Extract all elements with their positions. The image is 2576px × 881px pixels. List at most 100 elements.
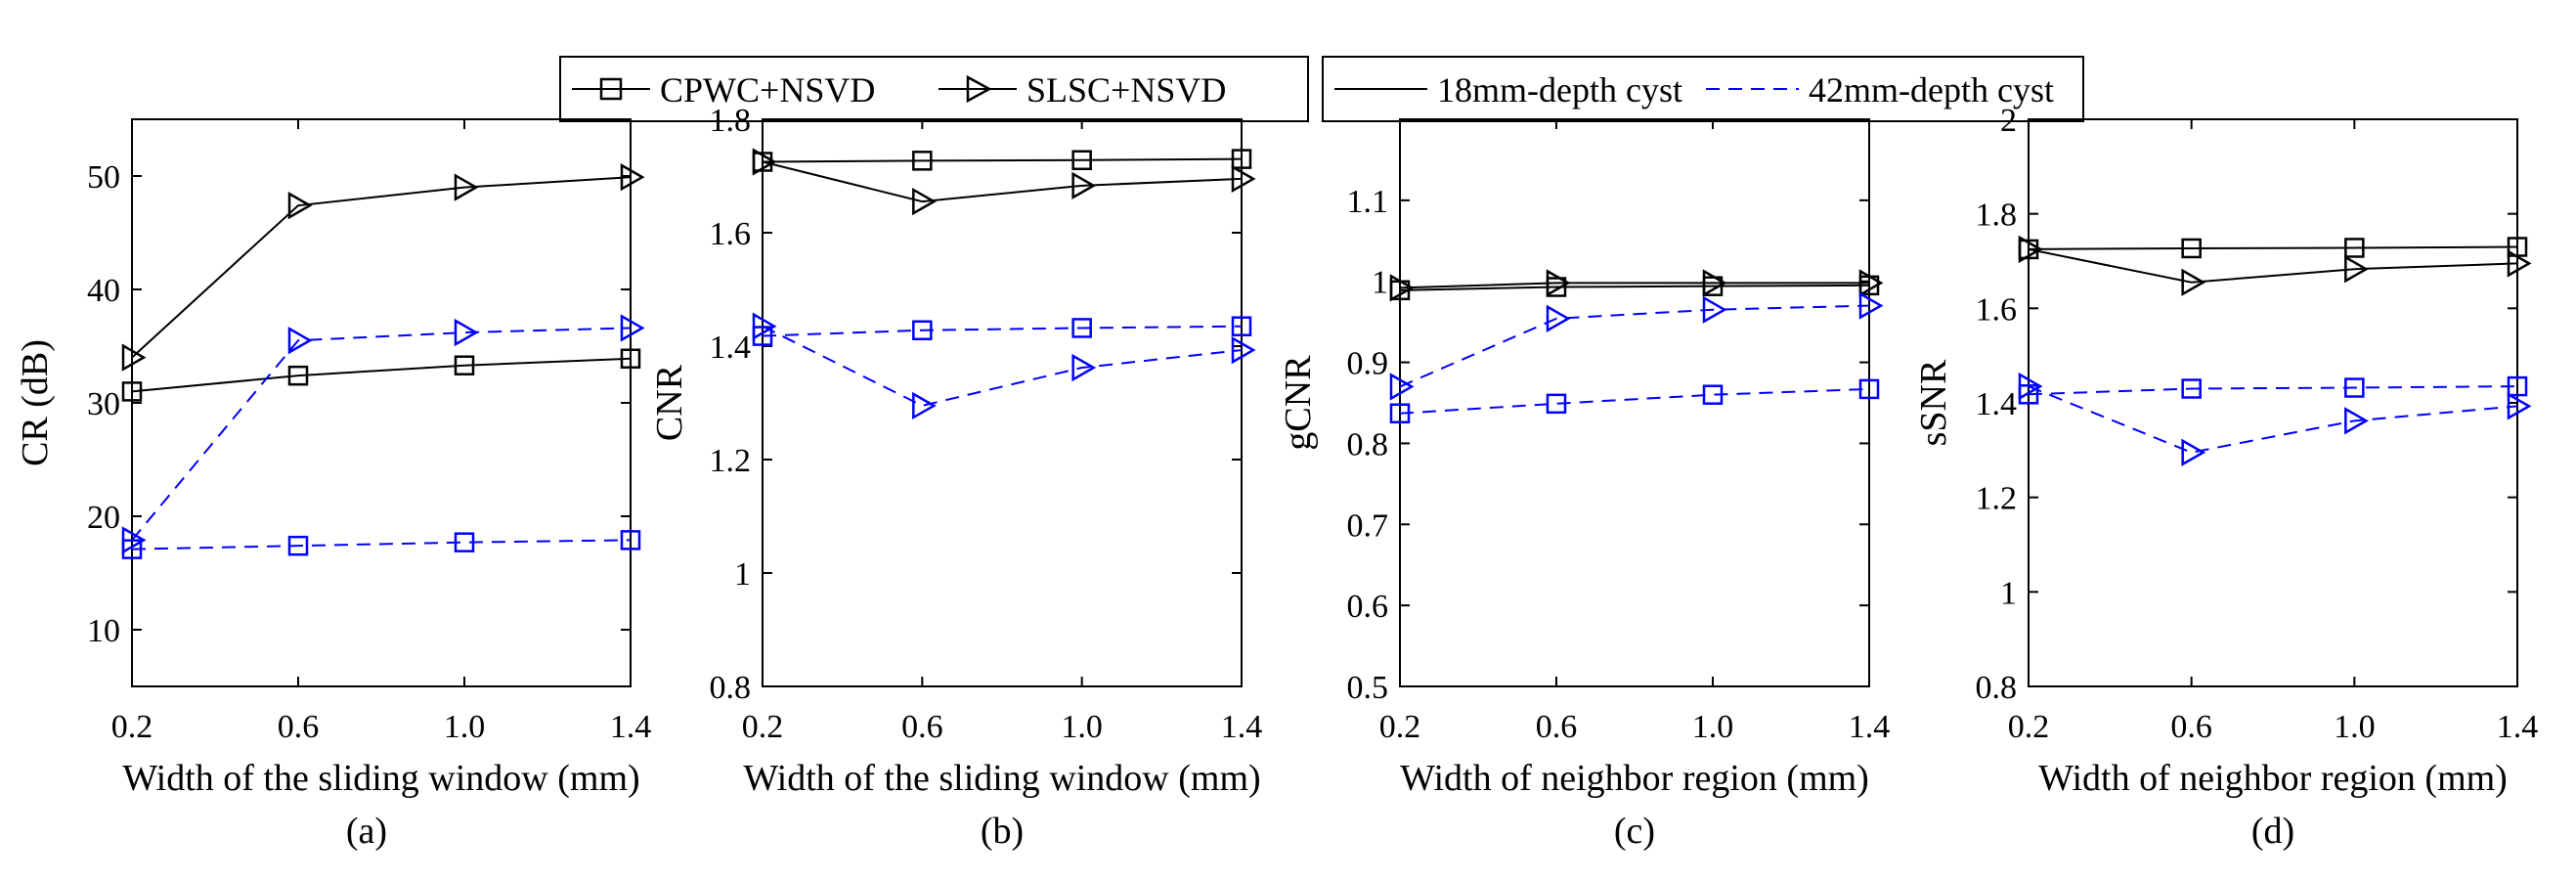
axes-frame — [762, 118, 1243, 687]
square-marker — [1071, 318, 1092, 338]
triangle-marker — [287, 327, 313, 355]
triangle-marker — [752, 148, 777, 176]
triangle-marker — [1231, 335, 1256, 365]
triangle-marker — [1546, 269, 1571, 297]
chart-panel-1: 10 20 30 40 50 0.2 0.6 1.0 1.4 Width of the slidi… — [15, 118, 651, 852]
chart-panel-4: 0.8 1 1.2 1.4 1.6 1.8 2 0.2 0.6 1.0 1.4 Width of ne… — [1913, 103, 2538, 852]
series-3 — [121, 530, 641, 559]
square-marker — [1389, 403, 1411, 424]
series-line — [2028, 385, 2518, 396]
y-axis-label: gCNR — [1278, 355, 1319, 451]
triangle-marker — [620, 314, 645, 342]
x-tick-label: 1.4 — [1849, 709, 1891, 745]
triangle-marker — [2344, 407, 2369, 435]
panel-label: (d) — [2251, 811, 2294, 852]
x-tick-label: 1.0 — [1061, 709, 1103, 745]
square-marker — [2181, 378, 2202, 399]
triangle-marker — [454, 173, 479, 201]
square-marker — [1231, 149, 1252, 169]
series-line — [762, 160, 1243, 203]
legend-label-slsc: SLSC+NSVD — [1026, 70, 1226, 110]
y-tick-label: 30 — [87, 386, 120, 422]
series-4 — [121, 314, 645, 554]
series-line — [762, 325, 1243, 337]
x-tick-label: 1.0 — [1692, 709, 1734, 745]
series-2 — [2018, 235, 2532, 296]
y-tick-label: 1 — [1372, 265, 1388, 301]
series-line — [1399, 282, 1869, 289]
y-tick-label: 0.8 — [1347, 426, 1389, 463]
square-marker — [2181, 238, 2202, 259]
series-line — [2028, 385, 2518, 454]
x-tick-label: 0.6 — [2170, 709, 2212, 745]
triangle-marker — [1231, 164, 1256, 194]
series-line — [2028, 247, 2518, 284]
y-tick-label: 1.4 — [710, 330, 752, 366]
x-axis-label: Width of the sliding window (mm) — [743, 758, 1260, 799]
y-tick-label: 10 — [87, 613, 120, 649]
x-tick-label: 0.2 — [111, 709, 153, 745]
x-tick-label: 0.6 — [901, 709, 943, 745]
axes-frame — [1399, 118, 1870, 687]
legend-square-marker — [599, 77, 623, 101]
panel-label: (a) — [346, 811, 387, 852]
legend-methods: CPWC+NSVD SLSC+NSVD — [559, 56, 1309, 122]
x-tick-label: 0.2 — [742, 709, 784, 745]
triangle-marker — [1389, 373, 1415, 401]
series-line — [131, 176, 632, 359]
y-tick-label: 0.8 — [1976, 670, 2018, 706]
square-marker — [912, 320, 933, 341]
square-marker — [1546, 393, 1567, 415]
series-line — [762, 325, 1243, 407]
square-marker — [454, 355, 475, 375]
triangle-marker — [2018, 235, 2043, 264]
triangle-marker — [2344, 255, 2369, 284]
x-tick-label: 0.2 — [1379, 709, 1421, 745]
y-tick-label: 1.2 — [710, 443, 752, 479]
series-3 — [2018, 375, 2528, 405]
triangle-marker — [1389, 274, 1415, 302]
square-marker — [2507, 375, 2528, 397]
y-tick-label: 1.6 — [710, 216, 752, 252]
square-marker — [1071, 150, 1092, 171]
triangle-marker — [1546, 304, 1571, 332]
triangle-marker — [1858, 269, 1884, 297]
square-marker — [1702, 384, 1724, 405]
triangle-marker — [1071, 353, 1097, 382]
legend-label-42mm: 42mm-depth cyst — [1809, 70, 2054, 110]
axes-frame — [131, 118, 632, 687]
x-tick-label: 1.0 — [2334, 709, 2376, 745]
triangle-marker — [1071, 171, 1097, 200]
series-2 — [121, 163, 645, 372]
series-4 — [752, 312, 1256, 420]
x-tick-label: 0.2 — [2008, 709, 2050, 745]
legend-label-18mm: 18mm-depth cyst — [1437, 70, 1682, 110]
y-tick-label: 1.8 — [1976, 198, 2018, 234]
x-axis-label: Width of the sliding window (mm) — [122, 758, 639, 799]
square-marker — [620, 348, 641, 370]
triangle-marker — [287, 192, 313, 220]
series-4 — [2018, 372, 2532, 466]
series-line — [131, 357, 632, 393]
triangle-marker — [1858, 291, 1884, 320]
series-2 — [752, 148, 1256, 216]
axes-frame — [2028, 118, 2518, 687]
series-1 — [1389, 275, 1880, 301]
panel-label: (b) — [981, 811, 1024, 852]
x-axis-label: Width of neighbor region (mm) — [2038, 758, 2508, 799]
triangle-marker — [2507, 392, 2532, 420]
triangle-marker — [620, 163, 645, 192]
triangle-marker — [2018, 372, 2043, 401]
y-tick-label: 1 — [2000, 575, 2017, 611]
triangle-marker — [2181, 438, 2206, 466]
y-tick-label: 0.7 — [1347, 507, 1389, 544]
y-tick-label: 0.9 — [1347, 346, 1389, 382]
legend-depths: 18mm-depth cyst 42mm-depth cyst — [1322, 56, 2084, 122]
triangle-marker — [2181, 268, 2206, 296]
y-tick-label: 20 — [87, 500, 120, 536]
y-axis-label: CNR — [649, 364, 690, 441]
square-marker — [620, 530, 641, 551]
triangle-marker — [752, 312, 777, 340]
y-tick-label: 1.6 — [1976, 291, 2018, 328]
